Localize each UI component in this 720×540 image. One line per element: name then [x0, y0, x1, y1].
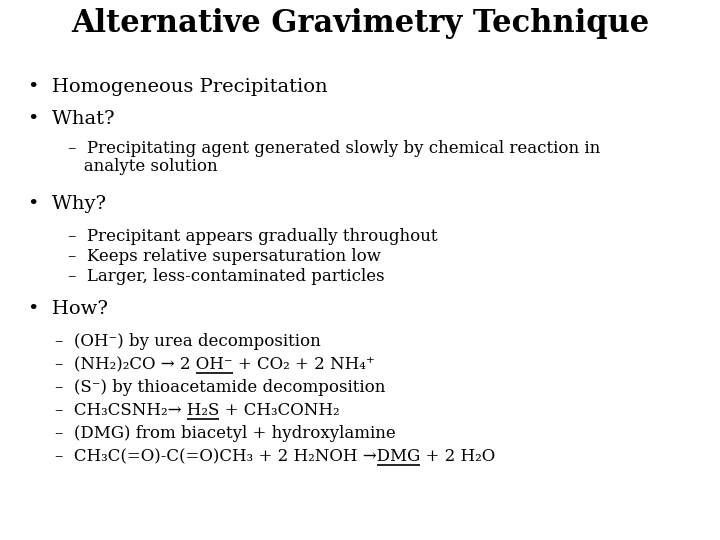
- Text: –  Keeps relative supersaturation low: – Keeps relative supersaturation low: [68, 248, 381, 265]
- Text: –  Precipitating agent generated slowly by chemical reaction in: – Precipitating agent generated slowly b…: [68, 140, 600, 157]
- Text: –  CH₃C(=O)-C(=O)CH₃ + 2 H₂NOH →DMG + 2 H₂O: – CH₃C(=O)-C(=O)CH₃ + 2 H₂NOH →DMG + 2 H…: [55, 448, 495, 465]
- Text: •  What?: • What?: [28, 110, 114, 128]
- Text: –  (S⁻) by thioacetamide decomposition: – (S⁻) by thioacetamide decomposition: [55, 379, 385, 396]
- Text: –  (DMG) from biacetyl + hydroxylamine: – (DMG) from biacetyl + hydroxylamine: [55, 425, 396, 442]
- Text: –  Precipitant appears gradually throughout: – Precipitant appears gradually througho…: [68, 228, 438, 245]
- Text: –  Larger, less-contaminated particles: – Larger, less-contaminated particles: [68, 268, 384, 285]
- Text: •  Why?: • Why?: [28, 195, 106, 213]
- Text: •  How?: • How?: [28, 300, 108, 318]
- Text: •  Homogeneous Precipitation: • Homogeneous Precipitation: [28, 78, 328, 96]
- Text: –  CH₃CSNH₂→ H₂S + CH₃CONH₂: – CH₃CSNH₂→ H₂S + CH₃CONH₂: [55, 402, 340, 419]
- Text: Alternative Gravimetry Technique: Alternative Gravimetry Technique: [71, 8, 649, 39]
- Text: –  (NH₂)₂CO → 2 OH⁻ + CO₂ + 2 NH₄⁺: – (NH₂)₂CO → 2 OH⁻ + CO₂ + 2 NH₄⁺: [55, 356, 374, 373]
- Text: analyte solution: analyte solution: [68, 158, 217, 175]
- Text: –  (OH⁻) by urea decomposition: – (OH⁻) by urea decomposition: [55, 333, 320, 350]
